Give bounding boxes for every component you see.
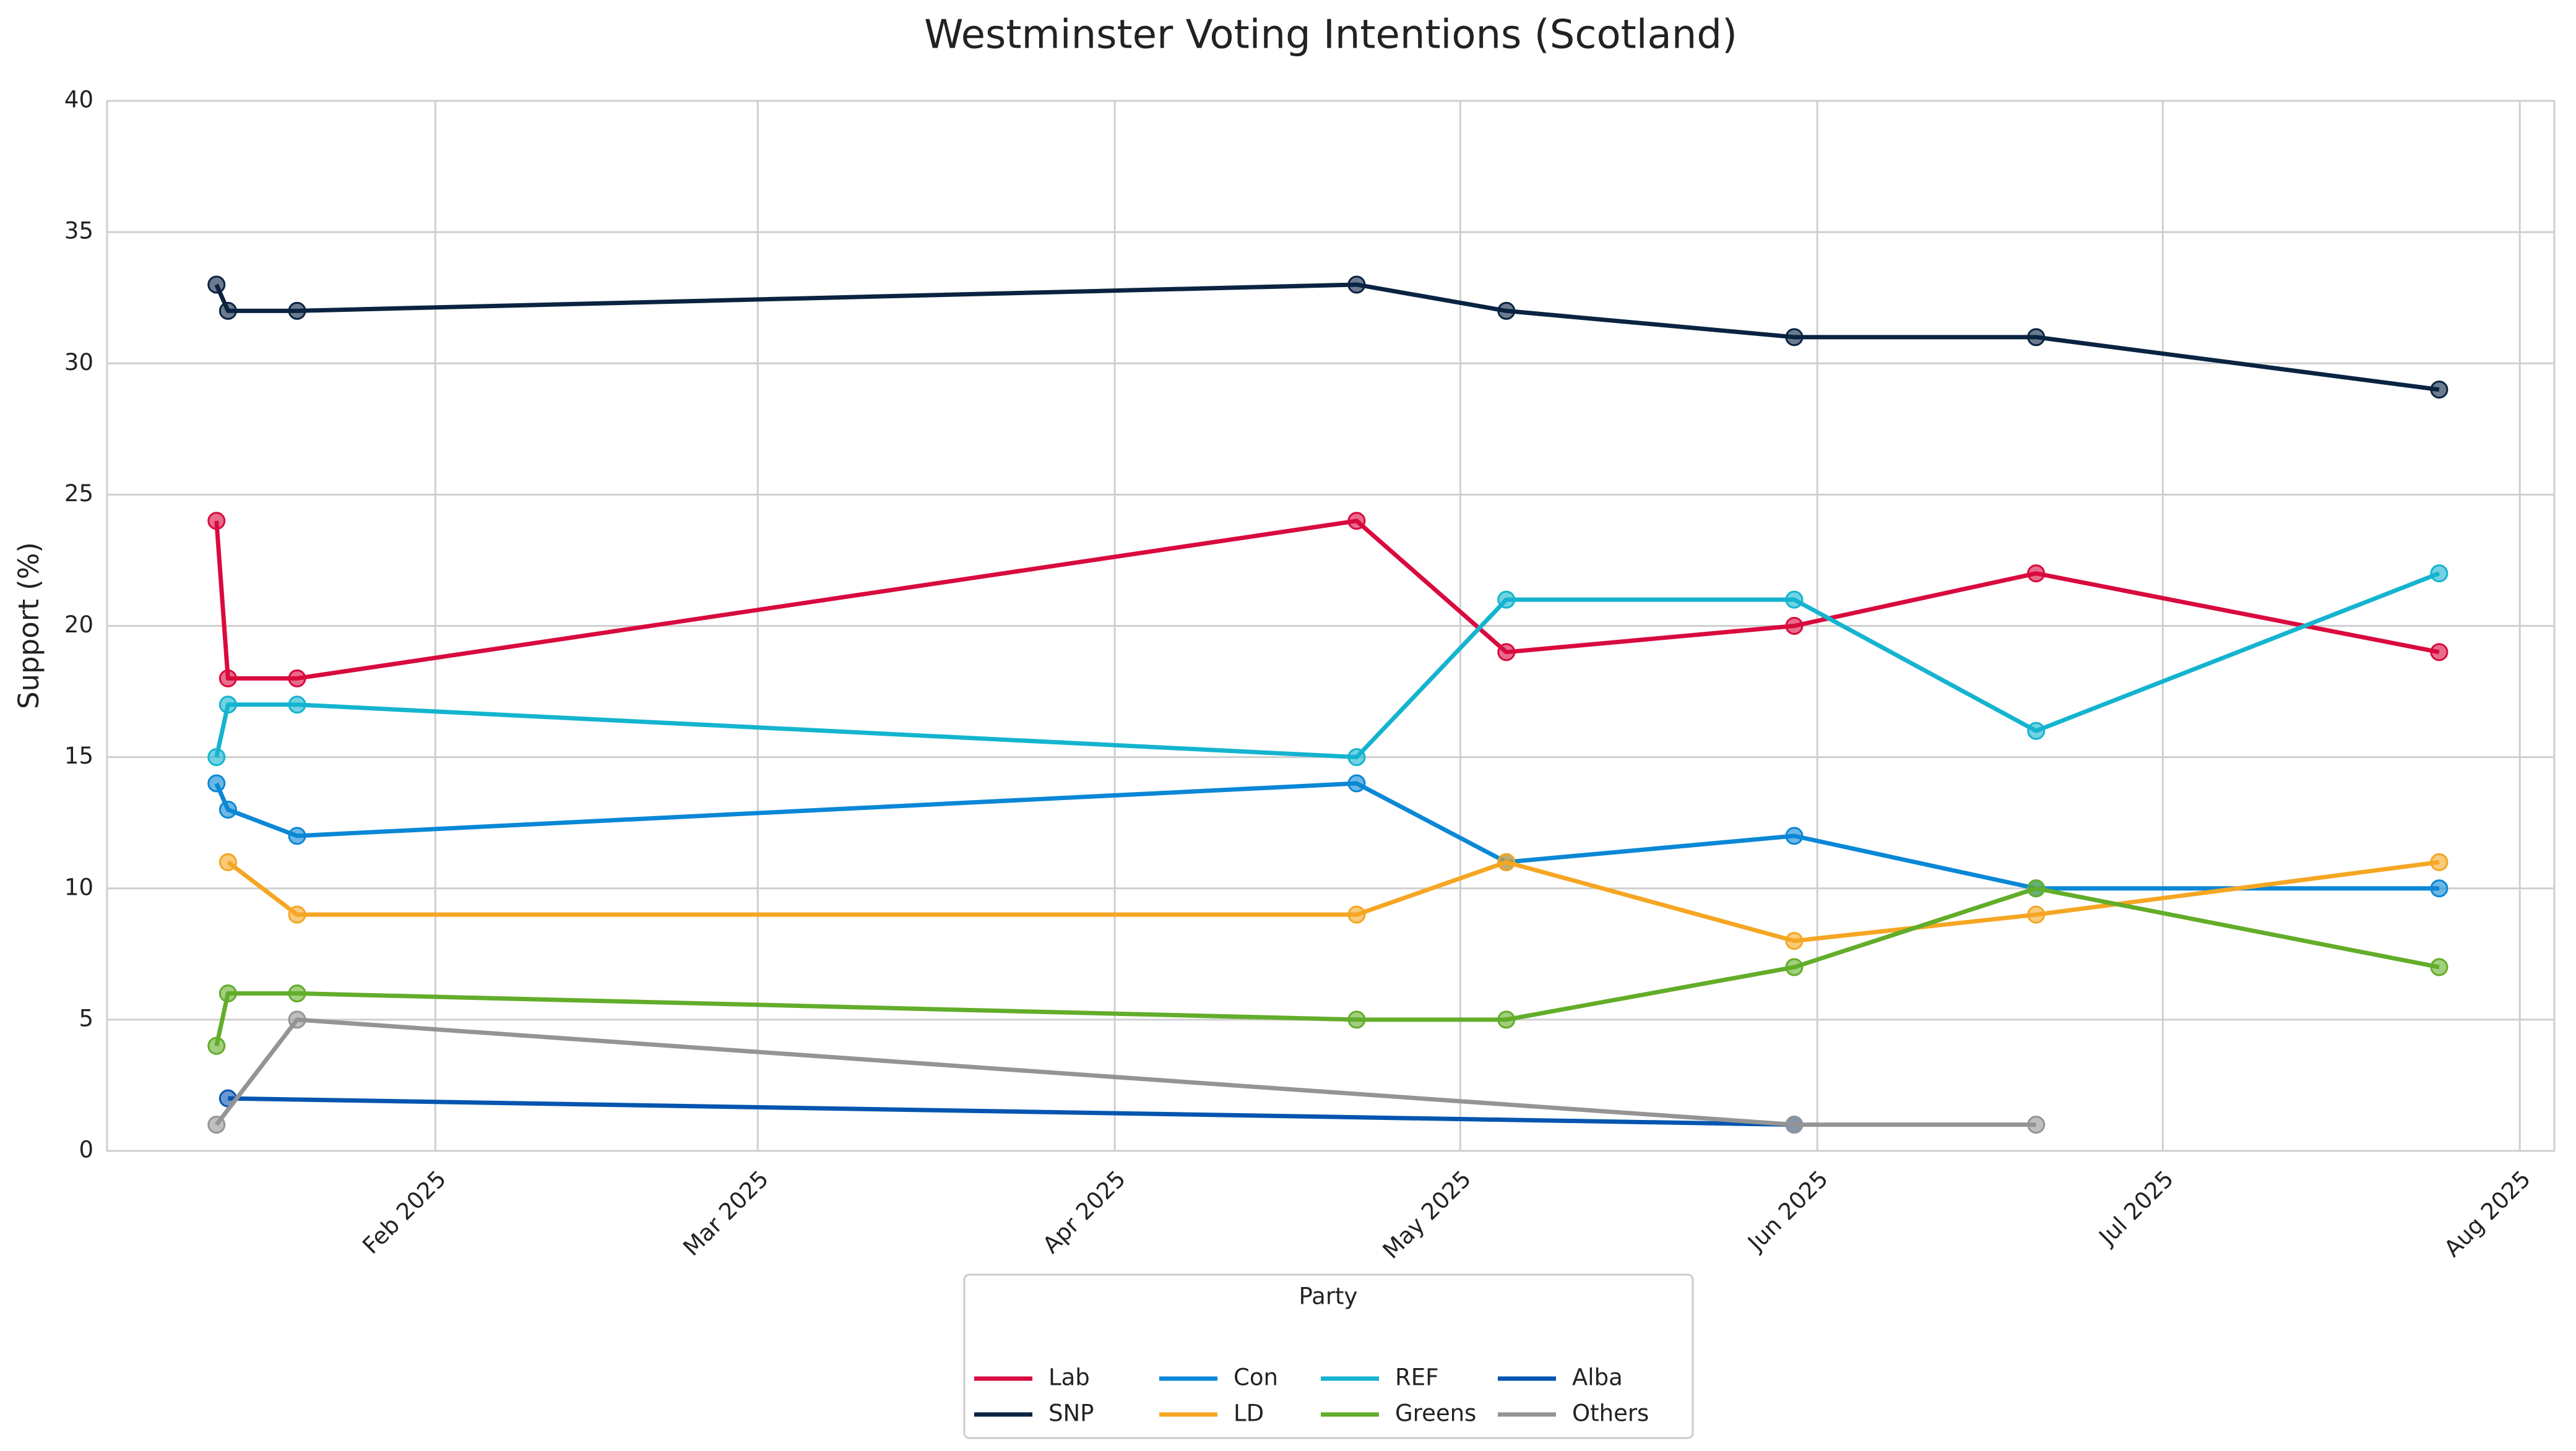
- data-point: [1347, 512, 1366, 530]
- data-point: [207, 275, 226, 294]
- x-tick-label: Apr 2025: [1037, 1165, 1131, 1259]
- y-tick-label: 10: [64, 874, 93, 900]
- data-point: [1497, 301, 1516, 320]
- y-tick-label: 40: [64, 87, 93, 113]
- legend-label: Greens: [1395, 1400, 1476, 1427]
- chart-title: Westminster Voting Intentions (Scotland): [924, 12, 1737, 58]
- x-tick-label: Feb 2025: [357, 1165, 451, 1259]
- data-point: [1785, 1116, 1804, 1134]
- data-point: [207, 1036, 226, 1055]
- y-axis-label: Support (%): [12, 542, 45, 709]
- data-point: [2430, 958, 2448, 976]
- data-point: [1785, 827, 1804, 845]
- data-point: [207, 774, 226, 793]
- legend-label: REF: [1395, 1364, 1438, 1391]
- data-point: [1785, 590, 1804, 609]
- data-point: [1347, 275, 1366, 294]
- legend-label: Alba: [1572, 1364, 1623, 1391]
- data-point: [288, 1010, 306, 1029]
- series-line: [214, 282, 2440, 392]
- y-tick-label: 35: [64, 218, 93, 244]
- x-tick-label: Jul 2025: [2093, 1165, 2179, 1251]
- series-line: [214, 781, 2439, 891]
- y-tick-label: 20: [64, 611, 93, 638]
- series-line: [214, 1017, 2036, 1127]
- legend-title: Party: [1299, 1283, 1358, 1310]
- data-point: [2027, 879, 2046, 898]
- data-point: [2430, 564, 2448, 583]
- legend-label: Lab: [1048, 1364, 1090, 1391]
- data-point: [2430, 643, 2448, 661]
- legend-box: [963, 1273, 1694, 1439]
- x-tick-label: May 2025: [1378, 1165, 1476, 1264]
- data-point: [218, 800, 237, 819]
- data-point: [1785, 958, 1804, 976]
- data-point: [207, 1116, 226, 1134]
- data-point: [288, 827, 306, 845]
- data-point: [288, 301, 306, 320]
- legend: Party Lab SNP Con LD REF Greens Alba Others: [963, 1273, 1694, 1439]
- data-point: [288, 984, 306, 1002]
- data-point: [218, 669, 237, 687]
- data-point: [1347, 774, 1366, 793]
- data-point: [218, 695, 237, 714]
- data-point: [2027, 564, 2046, 583]
- legend-label: Others: [1572, 1400, 1649, 1427]
- data-point: [1497, 1010, 1516, 1029]
- series-line: [214, 886, 2440, 1047]
- legend-label: LD: [1234, 1400, 1264, 1427]
- data-point: [1497, 590, 1516, 609]
- data-point: [2027, 905, 2046, 924]
- data-point: [2027, 328, 2046, 347]
- data-point: [1785, 617, 1804, 635]
- data-point: [288, 905, 306, 924]
- data-point: [218, 853, 237, 871]
- y-tick-label: 5: [79, 1005, 93, 1031]
- data-point: [1497, 643, 1516, 661]
- plot-frame: [106, 100, 2556, 1152]
- legend-label: Con: [1234, 1364, 1278, 1391]
- data-point: [2430, 879, 2448, 898]
- y-tick-label: 15: [64, 743, 93, 769]
- data-point: [1347, 905, 1366, 924]
- y-tick-label: 30: [64, 349, 93, 376]
- series-line: [214, 571, 2440, 760]
- y-tick-label: 25: [64, 480, 93, 507]
- series-line: [214, 519, 2440, 681]
- data-point: [1785, 932, 1804, 950]
- data-point: [207, 512, 226, 530]
- data-point: [2430, 853, 2448, 871]
- y-tick-label: 0: [79, 1137, 93, 1163]
- data-point: [1785, 328, 1804, 347]
- data-point: [218, 301, 237, 320]
- legend-label: SNP: [1048, 1400, 1094, 1427]
- data-point: [2430, 381, 2448, 399]
- data-point: [288, 695, 306, 714]
- data-point: [218, 984, 237, 1002]
- x-tick-label: Aug 2025: [2439, 1165, 2536, 1262]
- data-point: [2027, 1116, 2046, 1134]
- data-point: [1347, 1010, 1366, 1029]
- data-point: [288, 669, 306, 687]
- x-tick-label: Jun 2025: [1742, 1165, 1833, 1257]
- data-point: [1497, 853, 1516, 871]
- series-line: [228, 1096, 1794, 1127]
- data-point: [207, 748, 226, 767]
- x-tick-label: Mar 2025: [678, 1165, 774, 1261]
- data-point: [1347, 748, 1366, 767]
- data-point: [2027, 721, 2046, 740]
